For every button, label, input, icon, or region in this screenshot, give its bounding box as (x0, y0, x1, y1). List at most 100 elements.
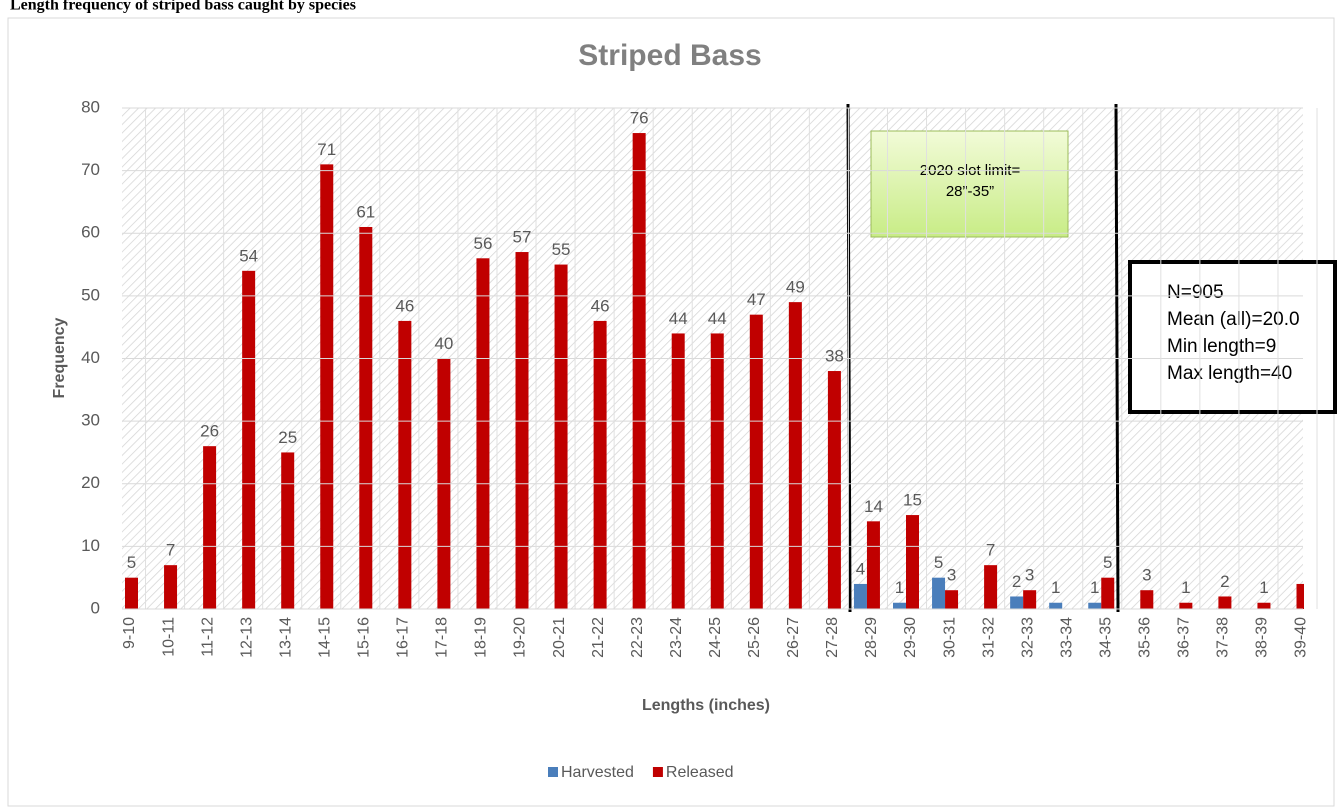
bar (906, 515, 919, 609)
data-label: 54 (239, 246, 258, 265)
x-tick-label: 36-37 (1176, 617, 1193, 658)
y-tick-label: 0 (91, 598, 100, 617)
slot-note-box (870, 130, 1069, 238)
x-tick-label: 19-20 (512, 617, 529, 658)
x-tick-label: 20-21 (551, 617, 568, 658)
data-label: 1 (1259, 578, 1268, 597)
y-tick-label: 50 (81, 285, 100, 304)
data-label: 14 (864, 497, 883, 516)
x-tick-label: 10-11 (160, 617, 177, 657)
bar (1101, 577, 1115, 609)
y-tick-label: 60 (81, 223, 100, 242)
data-label: 1 (1181, 578, 1190, 597)
y-tick-label: 80 (81, 97, 100, 116)
stats: Max length=40 (1167, 363, 1292, 384)
data-label: 5 (934, 553, 943, 572)
x-tick-label: 24-25 (707, 617, 724, 658)
x-tick-label: 18-19 (473, 617, 490, 658)
bar (788, 302, 802, 609)
x-tick-label: 39-40 (1293, 617, 1310, 658)
bar (164, 565, 178, 609)
x-tick-label: 34-35 (1097, 617, 1114, 658)
data-label: 7 (986, 541, 995, 560)
data-label: 47 (747, 290, 766, 309)
x-tick-label: 32-33 (1019, 617, 1036, 658)
y-axis-label: Frequency (51, 317, 68, 398)
data-label: 4 (856, 559, 865, 578)
bar (1296, 583, 1304, 609)
bar (593, 320, 607, 609)
bar (359, 226, 373, 610)
x-tick-label: 23-24 (668, 617, 685, 658)
x-tick-label: 35-36 (1137, 617, 1154, 658)
x-tick-label: 12-13 (238, 617, 255, 658)
data-label: 44 (708, 309, 727, 328)
bar (932, 577, 946, 609)
data-label: 40 (434, 334, 453, 353)
data-label: 76 (630, 109, 649, 128)
x-tick-label: 29-30 (902, 617, 919, 658)
data-label: 7 (166, 541, 175, 560)
bar (827, 371, 841, 609)
bar (1023, 590, 1037, 609)
x-tick-label: 11-12 (199, 617, 216, 657)
bar (1218, 596, 1232, 609)
data-label: 2 (1220, 572, 1229, 591)
bar (671, 333, 685, 609)
x-tick-label: 30-31 (941, 617, 958, 658)
data-label: 1 (1090, 578, 1099, 597)
bar (632, 133, 646, 610)
data-label: 44 (669, 309, 688, 328)
bar (893, 602, 906, 609)
data-label: 15 (903, 491, 922, 510)
data-label: 3 (1025, 566, 1034, 585)
x-tick-label: 31-32 (980, 617, 997, 658)
data-label: 49 (786, 278, 805, 297)
stats: Mean (all)=20.0 (1167, 309, 1300, 330)
stats: N=905 (1167, 282, 1224, 303)
bar (866, 521, 880, 609)
x-tick-label: 25-26 (746, 617, 763, 658)
data-label: 71 (317, 140, 336, 159)
bar (710, 333, 724, 609)
x-tick-label: 13-14 (277, 617, 294, 658)
bar (1140, 590, 1154, 609)
data-label: 3 (1142, 566, 1151, 585)
bar (1049, 602, 1063, 609)
data-label: 38 (825, 347, 844, 366)
x-tick-label: 9-10 (121, 617, 138, 649)
stats-box (1128, 260, 1337, 414)
bar (1010, 596, 1024, 609)
bar (1257, 602, 1271, 609)
legend-swatch (652, 767, 663, 777)
data-label: 25 (278, 428, 297, 447)
bar (749, 314, 763, 609)
data-label: 5 (1103, 553, 1112, 572)
data-label: 2 (1012, 572, 1021, 591)
bar (125, 577, 138, 609)
bar (853, 583, 867, 609)
x-tick-label: 15-16 (356, 617, 373, 658)
x-tick-label: 17-18 (434, 617, 451, 658)
data-label: 46 (591, 296, 610, 315)
x-tick-label: 27-28 (824, 617, 841, 658)
data-label: 46 (395, 296, 414, 315)
data-label: 61 (356, 202, 375, 221)
legend-label: Released (666, 764, 734, 781)
x-tick-label: 37-38 (1215, 617, 1232, 658)
y-tick-label: 10 (81, 536, 100, 555)
x-tick-label: 38-39 (1254, 617, 1271, 658)
x-axis-label: Lengths (inches) (642, 697, 770, 714)
bar (1179, 602, 1193, 609)
y-tick-label: 20 (81, 473, 100, 492)
data-label: 5 (127, 553, 136, 572)
y-tick-label: 70 (81, 160, 100, 179)
x-tick-label: 33-34 (1058, 617, 1075, 658)
bar (984, 565, 998, 609)
bar (281, 452, 295, 609)
x-tick-label: 28-29 (863, 617, 880, 658)
stats: Min length=9 (1167, 336, 1276, 357)
chart-title: Striped Bass (578, 39, 761, 72)
bar (398, 320, 412, 609)
